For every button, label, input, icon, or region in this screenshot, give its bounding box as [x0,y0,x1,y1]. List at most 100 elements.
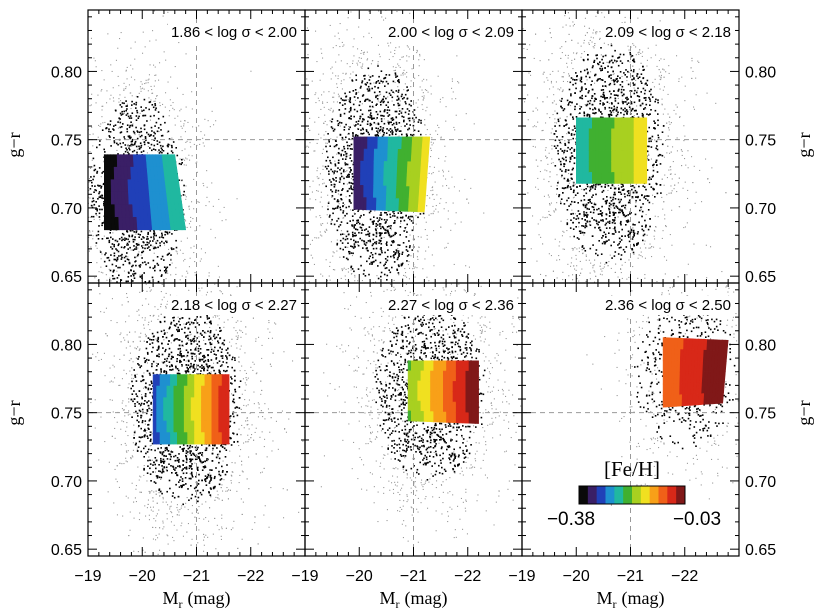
data-point [101,222,104,224]
data-point [390,244,393,246]
data-point [401,216,404,218]
data-point [430,190,432,192]
data-point [85,191,86,192]
data-point [109,131,112,133]
data-point [364,323,365,324]
data-point [126,149,128,151]
data-point [202,182,204,184]
data-point [337,124,339,127]
data-point [367,120,369,123]
data-point [147,133,150,136]
data-point [121,239,123,242]
data-point [154,137,156,139]
data-point [354,224,356,226]
data-point [608,84,611,86]
data-point [392,80,395,83]
data-point [123,82,125,84]
data-point [397,97,400,100]
data-point [368,235,371,237]
data-point [382,128,384,130]
data-point [98,225,100,227]
data-point [320,191,322,193]
data-point [421,80,423,82]
data-point [149,119,151,121]
data-point [144,244,147,246]
data-point [390,131,392,133]
data-point [95,208,97,210]
data-point [408,110,411,112]
data-point [128,136,131,139]
grid-cell [363,160,368,174]
data-point [283,162,284,163]
data-point [109,120,112,122]
data-point [97,136,99,138]
data-point [416,256,418,258]
data-point [112,238,114,240]
data-point [369,239,371,242]
data-point [639,209,641,212]
data-point [424,124,426,126]
data-point [109,277,111,279]
data-point [352,60,354,62]
data-point [366,123,369,125]
data-point [379,132,381,134]
data-point [114,322,115,323]
data-point [335,140,337,142]
data-point [309,209,311,211]
data-point [333,96,335,98]
data-point [447,218,449,220]
data-point [401,110,403,112]
data-point [155,325,156,326]
data-point [178,179,180,181]
data-point [174,66,176,68]
data-point [366,249,369,252]
data-point [380,79,382,81]
grid-cell [360,160,365,174]
data-point [113,245,115,247]
data-point [401,98,404,100]
data-point [413,267,415,269]
data-point [193,208,195,210]
data-point [333,173,335,175]
data-point [136,109,138,112]
data-point [75,227,76,228]
data-point [156,143,159,145]
data-point [404,111,407,114]
data-point [428,246,430,248]
data-point [153,232,156,235]
data-point [368,257,370,260]
data-point [155,241,157,243]
data-point [343,145,345,148]
data-point [80,192,81,193]
data-point [93,164,96,167]
data-point [601,12,603,14]
data-point [354,310,355,311]
data-point [368,273,370,276]
data-point [108,135,111,137]
data-point [162,145,164,148]
data-point [333,101,335,103]
data-point [104,151,106,153]
data-point [417,216,419,219]
data-point [452,91,454,93]
data-point [126,105,128,107]
data-point [388,225,390,227]
data-point [336,207,339,209]
data-point [385,91,388,94]
data-point [110,145,112,147]
data-point [98,185,100,187]
data-point [426,79,428,81]
data-point [219,122,220,123]
data-point [410,100,412,102]
data-point [571,209,573,211]
data-point [388,58,390,60]
data-point [383,227,385,230]
data-point [85,116,86,117]
data-point [391,96,394,99]
data-point [402,56,404,58]
data-point [337,122,340,125]
data-point [135,101,138,104]
data-point [331,118,334,120]
data-point [352,209,354,211]
grid-cell [107,204,112,218]
